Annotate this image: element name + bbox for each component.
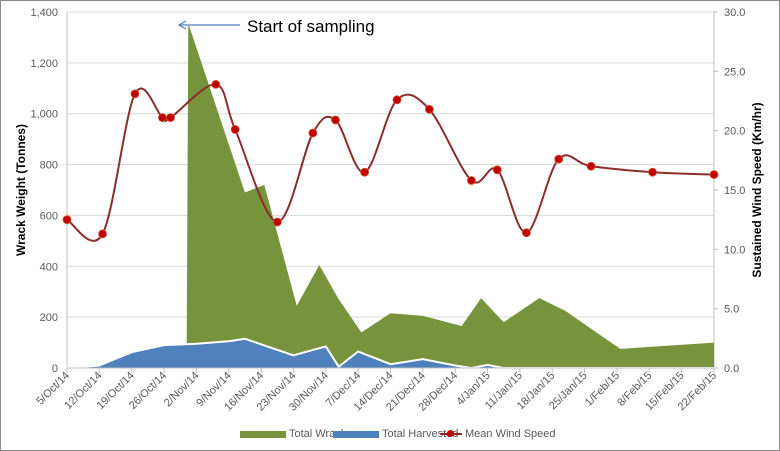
legend-label: Total Harvested (382, 428, 459, 440)
y-axis-title: Wrack Weight (Tonnes) (14, 124, 28, 256)
wind-speed-marker (554, 154, 564, 164)
legend-label: Mean Wind Speed (465, 428, 556, 440)
y-tick-label: 800 (40, 160, 58, 172)
wind-speed-marker (709, 170, 719, 179)
y-tick-label: 1,000 (30, 109, 58, 121)
y-tick-label: 400 (40, 261, 58, 273)
y2-tick-label: 10.0 (724, 244, 745, 256)
y2-tick-label: 30.0 (724, 7, 745, 19)
annotation-start-of-sampling: Start of sampling (247, 17, 375, 36)
legend-item-mean-wind-speed: Mean Wind Speed (440, 428, 556, 440)
wind-speed-marker (424, 104, 434, 114)
wind-speed-marker (586, 161, 596, 171)
y2-tick-label: 20.0 (724, 126, 745, 138)
y-tick-label: 0 (52, 363, 58, 375)
wind-speed-marker (308, 128, 318, 138)
wind-speed-marker (331, 115, 340, 125)
wind-speed-marker (130, 89, 140, 99)
wind-speed-marker (392, 95, 402, 105)
wind-speed-marker (492, 165, 502, 175)
total-harvested-area (67, 338, 714, 368)
wind-speed-marker (648, 167, 657, 177)
wind-speed-marker (272, 217, 282, 227)
wind-speed-marker (166, 113, 175, 123)
total-wrack-swatch-icon (240, 430, 286, 438)
legend: Total Wrack Total Harvested Mean Wind Sp… (0, 428, 780, 442)
mean-wind-speed-marker-icon (440, 430, 462, 437)
y-tick-label: 1,200 (30, 58, 58, 70)
y-tick-label: 600 (40, 210, 58, 222)
wind-speed-marker (211, 79, 221, 89)
wind-speed-marker (360, 167, 370, 177)
mean-wind-speed-line (66, 83, 715, 242)
y2-tick-label: 25.0 (724, 66, 745, 78)
wind-speed-marker (158, 113, 167, 123)
y-tick-label: 1,400 (30, 7, 58, 19)
arrow-head-icon (177, 20, 187, 30)
wind-speed-marker (230, 125, 240, 134)
wind-speed-marker (98, 229, 107, 239)
x-tick-label: 1/Feb/15 (583, 370, 622, 409)
wind-speed-marker (62, 215, 72, 225)
y2-tick-label: 15.0 (724, 185, 745, 197)
y2-tick-label: 5.0 (724, 304, 739, 316)
total-harvested-swatch-icon (333, 430, 379, 438)
wind-speed-marker (466, 176, 476, 185)
total-harvested-edge (66, 337, 714, 370)
legend-item-total-wrack: Total Wrack (240, 428, 346, 440)
total-wrack-area (67, 23, 714, 369)
y2-axis-title: Sustained Wind Speed (Km/hr) (750, 102, 764, 277)
y-tick-label: 200 (40, 312, 58, 324)
legend-item-total-harvested: Total Harvested (333, 428, 458, 440)
y2-tick-label: 0.0 (724, 363, 739, 375)
legend-label: Total Wrack (289, 428, 347, 440)
wind-speed-marker (521, 228, 531, 238)
